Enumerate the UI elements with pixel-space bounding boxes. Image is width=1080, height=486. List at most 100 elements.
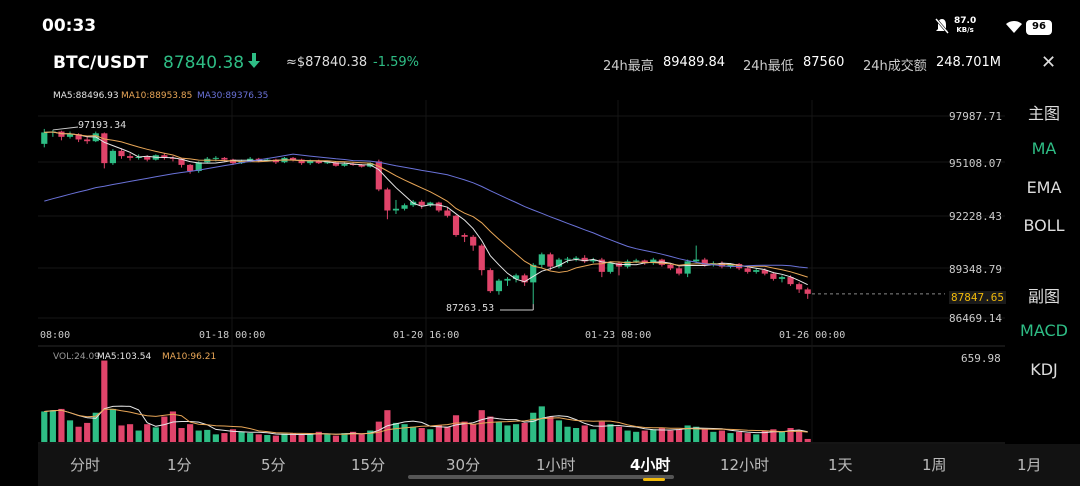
stat-low-value: 87560 [803,55,845,70]
volume-bar [444,426,451,442]
volume-bar [615,426,623,442]
volume-bar [495,421,502,442]
volume-bar [804,438,811,442]
candle-body [307,160,314,164]
time-axis-label: 01-18 00:00 [199,330,266,341]
trading-pair[interactable]: BTC/USDT [53,53,148,73]
interval-tab-bar [38,444,1080,486]
indicator-kdj[interactable]: KDJ [1030,360,1058,379]
sub-chart-title: 副图 [1027,287,1060,306]
volume-bar [633,431,640,442]
status-time: 00:33 [42,16,97,36]
volume-bar [126,424,134,442]
candle-body [41,132,48,144]
stat-high-value: 89489.84 [663,55,726,70]
candle-body [495,280,502,292]
current-price-tag: 87847.65 [949,291,1006,304]
volume-bar [512,424,520,442]
candle-body [701,259,708,265]
time-axis-label: 01-20 16:00 [393,330,460,341]
candle-body [58,131,65,137]
candle-body [624,261,631,267]
high-annotation: 97193.34 [78,120,127,131]
volume-bar [744,433,751,442]
tab-30m[interactable]: 30分 [446,456,481,474]
candle-body [512,275,520,279]
indicator-ma[interactable]: MA [1031,139,1057,158]
tab-1w[interactable]: 1周 [922,456,947,474]
candle-body [727,263,734,267]
volume-bar [84,422,91,442]
volume-bar [238,431,245,442]
volume-bar [736,431,743,442]
volume-bar [718,430,726,442]
indicator-ema[interactable]: EMA [1026,178,1062,197]
volume-bar [624,430,631,442]
price-axis-label: 97987.71 [949,110,1002,123]
time-axis-label: 08:00 [40,330,71,341]
candle-body [530,264,537,283]
ma5-line [44,131,808,286]
tab-1h[interactable]: 1小时 [536,456,576,474]
candle-body [641,260,648,264]
volume-legend: VOL:24.09 [53,352,100,362]
volume-bar [667,430,674,442]
volume-bar [547,416,554,442]
volume-bar [49,410,56,442]
volume-bar [770,429,777,442]
candle-body [238,161,245,164]
volume-bar [452,415,460,442]
price-change: -1.59% [373,55,419,70]
close-icon[interactable]: ✕ [1041,52,1057,73]
volume-bar [693,426,700,442]
volume-bar [478,410,485,442]
volume-bar [701,429,708,442]
indicator-macd[interactable]: MACD [1020,321,1068,340]
volume-bar [324,434,331,442]
tab-12h[interactable]: 12小时 [720,456,770,474]
volume-ma10-line [44,408,808,435]
price-axis-label: 89348.79 [949,263,1002,276]
volume-bar [710,431,717,442]
candle-body [607,263,614,272]
candle-body [573,257,580,259]
volume-bar [118,425,125,442]
candle-body [581,257,588,262]
stat-high-label: 24h最高 [603,59,654,74]
volume-ma5-legend: MA5:103.54 [97,352,152,362]
tab-1m[interactable]: 1分 [167,456,192,474]
volume-bar [675,429,683,442]
candle-body [753,270,760,272]
tab-5m[interactable]: 5分 [261,456,286,474]
tab-1d[interactable]: 1天 [828,456,853,474]
volume-bar [281,433,288,442]
tab-timeshare[interactable]: 分时 [70,456,101,474]
low-annotation: 87263.53 [446,303,495,314]
volume-bar [289,433,297,442]
volume-bar [410,426,417,442]
candle-body [324,162,331,164]
candle-body [315,160,322,164]
candle-body [744,268,751,272]
volume-bar [221,433,228,442]
volume-bar [229,429,237,442]
ma30-line [44,153,808,269]
indicator-boll[interactable]: BOLL [1023,216,1065,235]
volume-bar [135,430,142,442]
volume-bar [555,420,563,442]
tab-1mo[interactable]: 1月 [1017,456,1042,474]
candle-body [341,164,348,166]
volume-bar [787,427,794,442]
candle-body [452,215,460,236]
volume-bar [264,434,271,442]
candle-body [804,289,811,294]
candle-body [761,270,768,274]
stat-low-label: 24h最低 [743,59,794,74]
tab-4h[interactable]: 4小时 [630,456,671,474]
candle-body [435,202,442,211]
ma30-legend: MA30:89376.35 [197,91,269,101]
volume-bar [470,424,477,442]
volume-ma5-line [44,405,808,436]
tab-15m[interactable]: 15分 [351,456,386,474]
